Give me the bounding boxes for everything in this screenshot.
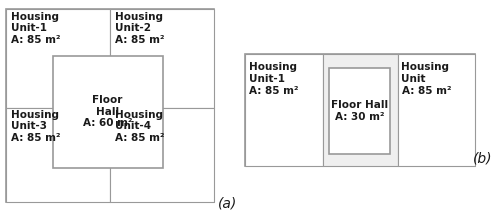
Bar (6, 108, 110, 202)
Bar (245, 54, 475, 166)
Bar (6, 9, 214, 202)
Bar (322, 54, 398, 166)
Text: Housing
Unit-3
A: 85 m²: Housing Unit-3 A: 85 m² (11, 110, 60, 143)
Bar (110, 9, 214, 108)
Text: Housing
Unit-4
A: 85 m²: Housing Unit-4 A: 85 m² (115, 110, 164, 143)
Text: Housing
Unit-2
A: 85 m²: Housing Unit-2 A: 85 m² (115, 12, 164, 45)
Text: Housing
Unit-1
A: 85 m²: Housing Unit-1 A: 85 m² (11, 12, 60, 45)
Text: Housing
Unit-1
A: 85 m²: Housing Unit-1 A: 85 m² (249, 62, 298, 95)
Bar (398, 54, 475, 166)
Bar (6, 9, 110, 108)
Text: Housing
Unit
A: 85 m²: Housing Unit A: 85 m² (402, 62, 451, 95)
Text: Floor Hall
A: 30 m²: Floor Hall A: 30 m² (331, 100, 388, 121)
Text: (a): (a) (218, 197, 237, 211)
Bar (52, 56, 162, 168)
Text: (b): (b) (473, 152, 492, 166)
Bar (329, 68, 390, 154)
Bar (245, 54, 322, 166)
Text: Floor
Hall
A: 60 m²: Floor Hall A: 60 m² (83, 95, 132, 128)
Bar (110, 108, 214, 202)
